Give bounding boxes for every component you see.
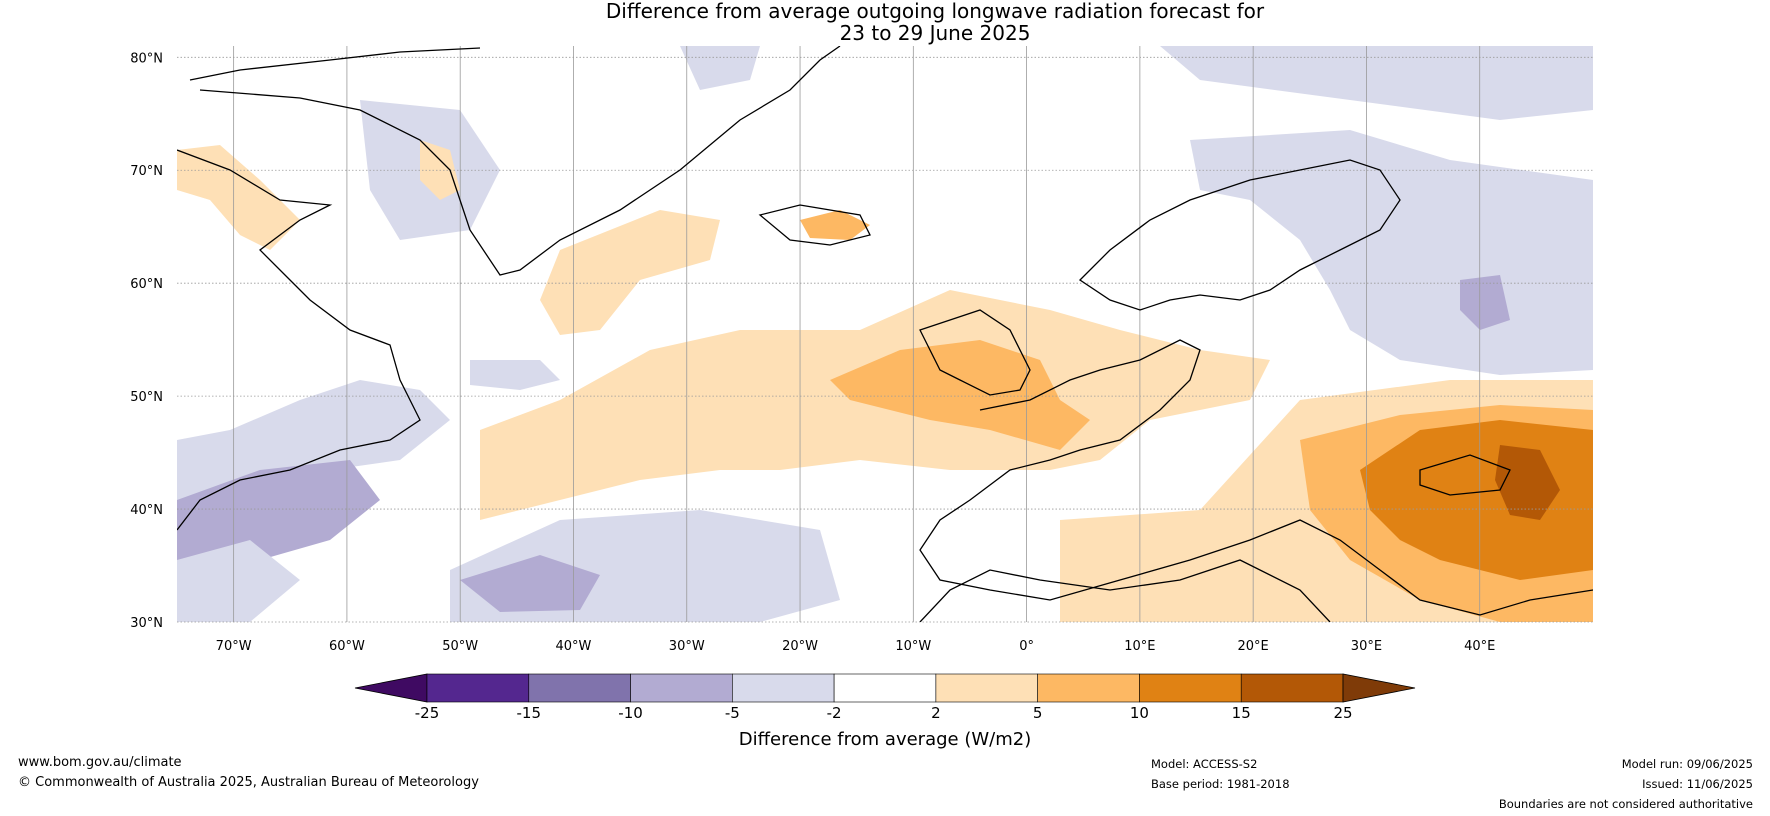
colorbar-segment xyxy=(630,673,733,703)
north-america-coast xyxy=(177,149,421,531)
website-text: www.bom.gov.au/climate xyxy=(18,755,182,770)
colorbar: -25 -15 -10 -5 -2 2 5 10 15 25 xyxy=(354,673,1416,722)
latitude-label: 80°N xyxy=(130,51,163,66)
europe-coast xyxy=(919,339,1593,616)
positive-anomaly-region xyxy=(540,210,720,335)
longitude-label: 10°W xyxy=(895,639,931,654)
latitude-label: 60°N xyxy=(130,277,163,292)
colorbar-title: Difference from average (W/m2) xyxy=(739,729,1031,750)
latitude-label: 50°N xyxy=(130,390,163,405)
longitude-label: 50°W xyxy=(442,639,478,654)
greenland-coast xyxy=(199,46,841,276)
positive-anomaly-region xyxy=(830,340,1090,450)
negative-anomaly-region xyxy=(1190,130,1593,375)
colorbar-segment xyxy=(1037,673,1140,703)
colorbar-tick-label: 25 xyxy=(1333,704,1352,722)
colorbar-extend-high xyxy=(1342,673,1416,703)
longitude-label: 40°W xyxy=(556,639,592,654)
latitude-label: 40°N xyxy=(130,503,163,518)
negative-anomaly-region xyxy=(177,540,300,622)
positive-anomaly-region xyxy=(1495,445,1560,520)
model-text: Model: ACCESS-S2 xyxy=(1151,757,1258,771)
chart-title-line2: 23 to 29 June 2025 xyxy=(839,21,1031,45)
colorbar-tick-label: 10 xyxy=(1130,704,1149,722)
chart-title-line1: Difference from average outgoing longwav… xyxy=(605,0,1265,23)
longitude-label: 20°E xyxy=(1238,639,1269,654)
colorbar-tick-label: -5 xyxy=(725,704,740,722)
colorbar-segment xyxy=(833,673,937,703)
colorbar-tick-label: -15 xyxy=(517,704,542,722)
latitude-label: 70°N xyxy=(130,164,163,179)
negative-anomaly-region xyxy=(460,555,600,612)
copyright-text: © Commonwealth of Australia 2025, Austra… xyxy=(18,775,479,790)
latitude-labels: 80°N 70°N 60°N 50°N 40°N 30°N xyxy=(130,51,163,631)
issued-text: Issued: 11/06/2025 xyxy=(1642,777,1753,791)
negative-anomaly-region xyxy=(1460,275,1510,330)
black-sea-coast xyxy=(1419,454,1511,496)
disclaimer-text: Boundaries are not considered authoritat… xyxy=(1498,797,1753,811)
latitude-label: 30°N xyxy=(130,616,163,631)
longitude-label: 30°E xyxy=(1351,639,1382,654)
positive-anomaly-region xyxy=(177,145,300,250)
coastlines xyxy=(177,46,1593,622)
negative-anomaly-region xyxy=(680,46,760,90)
scandinavia-coast xyxy=(1078,159,1401,311)
graticule xyxy=(177,46,1593,623)
colorbar-tick-label: 5 xyxy=(1033,704,1043,722)
colorbar-segment xyxy=(935,673,1038,703)
longitude-label: 0° xyxy=(1019,639,1034,654)
colorbar-tick-label: 2 xyxy=(931,704,941,722)
negative-anomaly-region xyxy=(1160,46,1593,120)
colorbar-tick-label: -10 xyxy=(618,704,643,722)
colorbar-tick-label: -2 xyxy=(827,704,842,722)
longitude-label: 40°E xyxy=(1464,639,1495,654)
model-run-text: Model run: 09/06/2025 xyxy=(1621,757,1753,771)
colorbar-segment xyxy=(426,673,530,703)
negative-anomaly-region xyxy=(470,360,560,390)
base-period-text: Base period: 1981-2018 xyxy=(1151,777,1290,791)
longitude-label: 30°W xyxy=(669,639,705,654)
longitude-label: 70°W xyxy=(216,639,252,654)
colorbar-extend-low xyxy=(354,673,428,703)
colorbar-segment xyxy=(732,673,835,703)
positive-anomaly-region xyxy=(800,210,870,240)
colorbar-segment xyxy=(528,673,631,703)
greenland-coast xyxy=(189,47,481,81)
colorbar-tick-label: -25 xyxy=(415,704,440,722)
colorbar-segment xyxy=(1139,673,1242,703)
british-isles-coast xyxy=(919,309,1031,396)
africa-coast xyxy=(919,559,1331,622)
longitude-label: 10°E xyxy=(1124,639,1155,654)
colorbar-tick-label: 15 xyxy=(1232,704,1251,722)
iceland-coast xyxy=(758,204,871,246)
longitude-label: 20°W xyxy=(782,639,818,654)
longitude-labels: 70°W 60°W 50°W 40°W 30°W 20°W 10°W 0° 10°E 20°E 30… xyxy=(216,639,1496,654)
colorbar-segment xyxy=(1240,673,1344,703)
anomaly-shading xyxy=(177,46,1593,622)
longitude-label: 60°W xyxy=(329,639,365,654)
